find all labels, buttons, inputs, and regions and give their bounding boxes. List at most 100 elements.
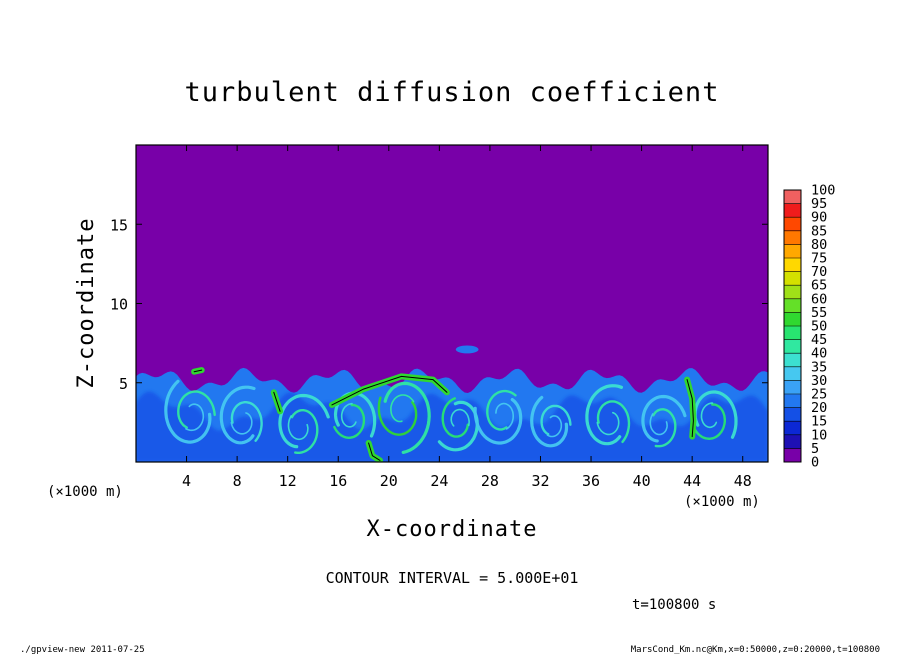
eddy-filament <box>287 415 309 441</box>
eddy-filament <box>164 379 212 444</box>
colorbar-label: 5 <box>811 441 819 457</box>
colorbar-swatch <box>784 353 801 368</box>
chart-title: turbulent diffusion coefficient <box>185 77 720 108</box>
colorbar-swatch <box>784 434 801 449</box>
colorbar-swatch <box>784 271 801 286</box>
colorbar-swatch <box>784 421 801 436</box>
colorbar-label: 30 <box>811 373 827 389</box>
eddy-filament <box>473 398 523 445</box>
eddy-filament <box>219 385 256 445</box>
time-label: t=100800 s <box>632 597 716 613</box>
eddy-filament <box>700 402 718 429</box>
colorbar-swatch <box>784 203 801 218</box>
eddy-filament <box>290 409 319 454</box>
footer-left: ./gpview-new 2011-07-25 <box>20 645 145 654</box>
colorbar-label: 90 <box>811 210 827 226</box>
eddy-filament <box>585 384 623 446</box>
colorbar: 0510152025303540455055606570758085909510… <box>783 183 835 471</box>
colorbar-label: 75 <box>811 251 827 267</box>
contour-line <box>368 442 381 461</box>
colorbar-label: 10 <box>811 427 827 443</box>
turbulence-field <box>136 345 768 462</box>
eddy-filament <box>278 393 330 449</box>
colorbar-label: 85 <box>811 223 827 239</box>
colorbar-label: 20 <box>811 400 827 416</box>
eddy-filament <box>185 403 205 432</box>
eddy-filament <box>546 415 563 438</box>
x-tick-label: 32 <box>531 472 549 490</box>
colorbar-swatch <box>784 366 801 381</box>
eddy-filament <box>596 400 631 444</box>
eddy-filament <box>692 403 726 441</box>
y-tick-label: 10 <box>110 296 128 314</box>
colorbar-label: 55 <box>811 305 827 321</box>
x-tick-label: 16 <box>329 472 347 490</box>
y-axis-label: Z-coordinate <box>74 218 99 389</box>
colorbar-swatch <box>784 298 801 313</box>
contour-line <box>193 369 203 373</box>
eddy-filament <box>230 401 263 442</box>
eddy-filament <box>649 413 668 436</box>
colorbar-label: 70 <box>811 264 827 280</box>
footer-right: MarsCond_Km.nc@Km,x=0:50000,z=0:20000,t=… <box>631 645 880 654</box>
colorbar-label: 100 <box>811 183 835 199</box>
colorbar-swatch <box>784 244 801 259</box>
colorbar-label: 50 <box>811 319 827 335</box>
eddy-filament <box>230 412 253 435</box>
y-tick-label: 15 <box>110 216 128 234</box>
eddy-filament <box>377 396 418 436</box>
colorbar-swatch <box>784 326 801 340</box>
colorbar-label: 35 <box>811 359 827 375</box>
colorbar-swatch <box>784 190 801 204</box>
colorbar-label: 60 <box>811 291 827 307</box>
colorbar-swatch <box>784 230 801 245</box>
eddy-filament <box>596 411 620 436</box>
eddy-filament <box>333 403 366 440</box>
x-axis-label: X-coordinate <box>367 517 538 542</box>
eddy-filament <box>450 408 470 427</box>
colorbar-swatch <box>784 407 801 422</box>
y-tick-label: 5 <box>119 375 128 393</box>
x-tick-label: 20 <box>380 472 398 490</box>
colorbar-swatch <box>784 285 801 300</box>
contour-line <box>331 375 448 406</box>
x-tick-label: 4 <box>182 472 191 490</box>
x-tick-label: 36 <box>582 472 600 490</box>
colorbar-swatch <box>784 339 801 354</box>
eddy-filament <box>540 404 572 436</box>
contour-interval-label: CONTOUR INTERVAL = 5.000E+01 <box>326 569 579 587</box>
eddy-filament <box>530 395 569 448</box>
x-unit-right: (×1000 m) <box>684 494 760 510</box>
x-ticks: 4 8 12 16 20 24 28 32 36 40 44 48 <box>182 145 752 490</box>
contour-line <box>686 379 694 438</box>
x-tick-label: 8 <box>233 472 242 490</box>
colorbar-swatch <box>784 380 801 395</box>
eddy-filament <box>495 402 514 430</box>
x-tick-label: 44 <box>683 472 701 490</box>
colorbar-swatch <box>784 448 801 463</box>
x-tick-label: 48 <box>734 472 752 490</box>
eddy-filament <box>390 394 415 423</box>
detached-eddy <box>455 345 479 354</box>
colorbar-label: 25 <box>811 387 827 403</box>
eddy-filament <box>340 402 357 428</box>
colorbar-label: 80 <box>811 237 827 253</box>
eddy-filament <box>486 389 517 431</box>
eddy-filament <box>383 381 431 454</box>
x-unit-left: (×1000 m) <box>47 484 123 500</box>
colorbar-label: 40 <box>811 346 827 362</box>
eddy-filament <box>177 390 216 429</box>
x-tick-label: 40 <box>633 472 651 490</box>
x-tick-label: 28 <box>481 472 499 490</box>
eddy-filament <box>437 400 479 452</box>
y-ticks: 5 10 15 <box>110 216 768 393</box>
x-tick-label: 24 <box>430 472 448 490</box>
eddy-filament <box>641 394 687 443</box>
colorbar-label: 0 <box>811 455 819 471</box>
colorbar-label: 15 <box>811 414 827 430</box>
contour-line <box>273 391 281 412</box>
eddy-filament <box>652 408 677 448</box>
x-tick-label: 12 <box>279 472 297 490</box>
